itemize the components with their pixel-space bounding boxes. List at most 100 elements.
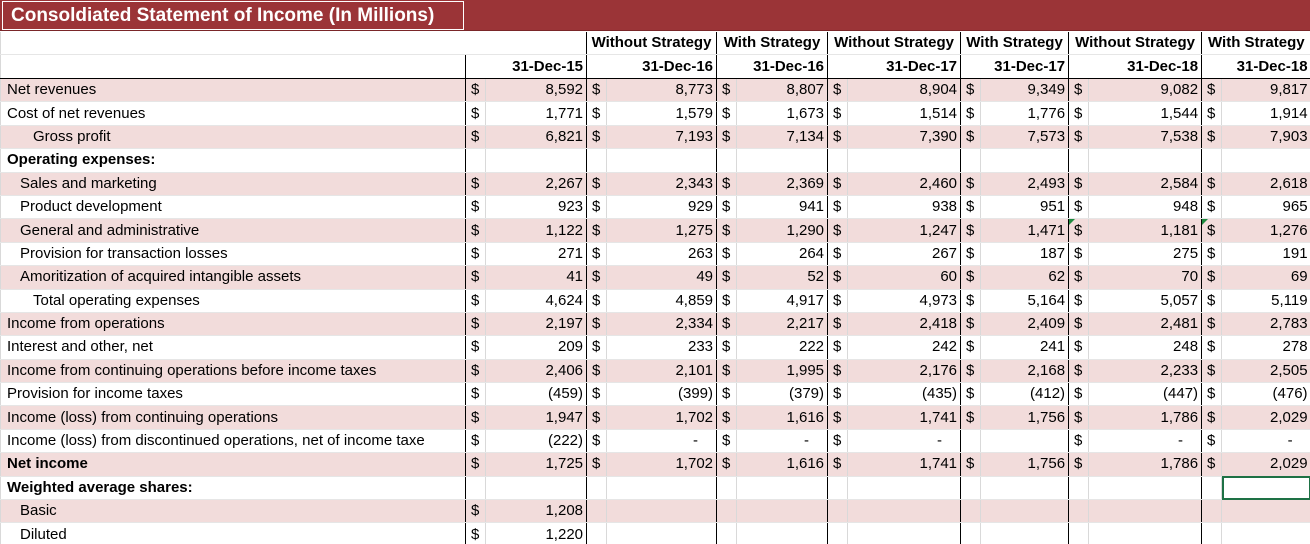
currency-cell[interactable] xyxy=(716,499,737,524)
value-cell[interactable]: 242 xyxy=(847,335,961,360)
value-cell[interactable]: 1,673 xyxy=(736,101,828,126)
value-cell[interactable]: (412) xyxy=(980,382,1069,407)
currency-cell[interactable]: $ xyxy=(586,195,607,220)
currency-cell[interactable]: $ xyxy=(465,101,486,126)
value-cell[interactable]: 1,756 xyxy=(980,405,1069,430)
currency-cell[interactable]: $ xyxy=(465,78,486,103)
value-cell[interactable]: 1,995 xyxy=(736,359,828,384)
value-cell[interactable] xyxy=(606,148,717,173)
value-cell[interactable]: 1,616 xyxy=(736,452,828,477)
value-cell[interactable]: 2,334 xyxy=(606,312,717,337)
value-cell[interactable]: 2,217 xyxy=(736,312,828,337)
currency-cell[interactable]: $ xyxy=(1201,125,1222,150)
currency-cell[interactable] xyxy=(586,476,607,501)
date-header-cell[interactable]: 31-Dec-17 xyxy=(827,54,961,79)
value-cell[interactable] xyxy=(980,499,1069,524)
date-header-cell[interactable]: 31-Dec-18 xyxy=(1201,54,1310,79)
currency-cell[interactable]: $ xyxy=(465,242,486,267)
currency-cell[interactable]: $ xyxy=(1201,405,1222,430)
value-cell[interactable]: 5,119 xyxy=(1221,288,1310,313)
currency-cell[interactable]: $ xyxy=(465,359,486,384)
row-label-cell[interactable]: Net revenues xyxy=(0,78,466,103)
currency-cell[interactable]: $ xyxy=(465,335,486,360)
currency-cell[interactable]: $ xyxy=(716,218,737,243)
currency-cell[interactable]: $ xyxy=(716,78,737,103)
value-cell[interactable]: (379) xyxy=(736,382,828,407)
currency-cell[interactable]: $ xyxy=(465,452,486,477)
row-label-cell[interactable]: Operating expenses: xyxy=(0,148,466,173)
currency-cell[interactable]: $ xyxy=(960,359,981,384)
value-cell[interactable]: 6,821 xyxy=(484,125,587,150)
currency-cell[interactable]: $ xyxy=(716,172,737,196)
currency-cell[interactable]: $ xyxy=(716,125,737,150)
value-cell[interactable]: - xyxy=(736,429,828,454)
currency-cell[interactable]: $ xyxy=(716,405,737,430)
value-cell[interactable]: 2,406 xyxy=(484,359,587,384)
currency-cell[interactable]: $ xyxy=(586,405,607,430)
currency-cell[interactable]: $ xyxy=(586,382,607,407)
value-cell[interactable] xyxy=(1088,499,1202,524)
currency-cell[interactable]: $ xyxy=(716,195,737,220)
currency-cell[interactable]: $ xyxy=(1068,172,1089,196)
value-cell[interactable]: 62 xyxy=(980,265,1069,290)
row-label-cell[interactable]: Cost of net revenues xyxy=(0,101,466,126)
currency-cell[interactable] xyxy=(1068,499,1089,524)
currency-cell[interactable]: $ xyxy=(716,312,737,337)
currency-cell[interactable] xyxy=(586,522,607,544)
row-label-cell[interactable]: Net income xyxy=(0,452,466,477)
currency-cell[interactable]: $ xyxy=(827,172,848,196)
currency-cell[interactable] xyxy=(827,522,848,544)
value-cell[interactable]: (435) xyxy=(847,382,961,407)
strategy-header-cell[interactable]: Without Strategy xyxy=(586,32,717,55)
currency-cell[interactable]: $ xyxy=(465,499,486,524)
value-cell[interactable]: 1,702 xyxy=(606,452,717,477)
currency-cell[interactable]: $ xyxy=(1068,195,1089,220)
value-cell[interactable]: 2,369 xyxy=(736,172,828,196)
value-cell[interactable]: 69 xyxy=(1221,265,1310,290)
currency-cell[interactable]: $ xyxy=(960,242,981,267)
currency-cell[interactable]: $ xyxy=(716,101,737,126)
value-cell[interactable]: 948 xyxy=(1088,195,1202,220)
value-cell[interactable]: 2,618 xyxy=(1221,172,1310,196)
currency-cell[interactable]: $ xyxy=(1201,265,1222,290)
currency-cell[interactable]: $ xyxy=(827,312,848,337)
currency-cell[interactable] xyxy=(960,522,981,544)
value-cell[interactable]: 241 xyxy=(980,335,1069,360)
value-cell[interactable] xyxy=(1088,522,1202,544)
currency-cell[interactable] xyxy=(827,476,848,501)
currency-cell[interactable]: $ xyxy=(960,405,981,430)
currency-cell[interactable]: $ xyxy=(960,78,981,103)
value-cell[interactable]: 275 xyxy=(1088,242,1202,267)
value-cell[interactable]: 60 xyxy=(847,265,961,290)
currency-cell[interactable]: $ xyxy=(827,452,848,477)
currency-cell[interactable]: $ xyxy=(1068,312,1089,337)
row-label-cell[interactable]: Provision for income taxes xyxy=(0,382,466,407)
value-cell[interactable]: 248 xyxy=(1088,335,1202,360)
currency-cell[interactable]: $ xyxy=(586,452,607,477)
currency-cell[interactable] xyxy=(1068,148,1089,173)
value-cell[interactable] xyxy=(980,148,1069,173)
currency-cell[interactable]: $ xyxy=(586,312,607,337)
currency-cell[interactable]: $ xyxy=(960,265,981,290)
currency-cell[interactable]: $ xyxy=(960,288,981,313)
value-cell[interactable]: 1,914 xyxy=(1221,101,1310,126)
value-cell[interactable]: 191 xyxy=(1221,242,1310,267)
currency-cell[interactable]: $ xyxy=(1201,288,1222,313)
value-cell[interactable]: 2,584 xyxy=(1088,172,1202,196)
value-cell[interactable] xyxy=(847,148,961,173)
currency-cell[interactable]: $ xyxy=(716,265,737,290)
value-cell[interactable]: - xyxy=(1221,429,1310,454)
value-cell[interactable] xyxy=(1088,476,1202,501)
row-label-cell[interactable]: Amoritization of acquired intangible ass… xyxy=(0,265,466,290)
currency-cell[interactable] xyxy=(1068,522,1089,544)
currency-cell[interactable] xyxy=(586,499,607,524)
value-cell[interactable]: 2,481 xyxy=(1088,312,1202,337)
row-label-cell[interactable]: Income (loss) from continuing operations xyxy=(0,405,466,430)
value-cell[interactable]: 8,904 xyxy=(847,78,961,103)
currency-cell[interactable]: $ xyxy=(1201,172,1222,196)
value-cell[interactable]: 1,247 xyxy=(847,218,961,243)
date-header-cell[interactable]: 31-Dec-16 xyxy=(716,54,828,79)
currency-cell[interactable]: $ xyxy=(1201,382,1222,407)
value-cell[interactable] xyxy=(1221,522,1310,544)
currency-cell[interactable]: $ xyxy=(1068,125,1089,150)
